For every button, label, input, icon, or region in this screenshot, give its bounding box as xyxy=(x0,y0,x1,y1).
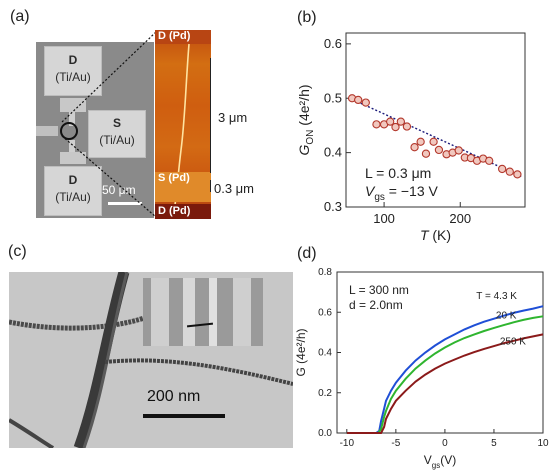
data-point-b xyxy=(454,146,463,155)
data-point-b xyxy=(354,95,363,105)
panel-d-label: (d) xyxy=(297,245,317,262)
sem-image: D (Ti/Au) S (Ti/Au) D (Ti/Au) 50 μm xyxy=(36,42,154,218)
data-point-b xyxy=(497,164,507,174)
y-axis-label-d: G (4e²/h) xyxy=(294,328,308,376)
pad-drain-top-name: D xyxy=(68,53,78,67)
series-label-d: T = 4.3 K xyxy=(476,291,517,302)
panel-c-label: (c) xyxy=(8,243,27,260)
x-tick-label-d: 5 xyxy=(491,438,497,449)
x-axis-label-b: T (K) xyxy=(420,227,451,243)
x-tick-label-d: 10 xyxy=(537,438,549,449)
data-point-b xyxy=(391,122,400,132)
y-tick-label-b: 0.5 xyxy=(324,90,342,105)
annotation-vgs-b: Vgs = −13 V xyxy=(365,183,438,203)
inset-electrode-2 xyxy=(183,278,195,346)
series-line-d xyxy=(346,333,544,434)
inset-electrode-3 xyxy=(209,278,217,346)
x-axis-label-d: Vgs(V) xyxy=(424,453,456,470)
plot-frame-b xyxy=(345,32,526,208)
data-point-b xyxy=(361,98,370,107)
data-point-b xyxy=(416,137,425,146)
pad-drain-bottom-name: D xyxy=(68,173,78,187)
afm-scale-03um-bar xyxy=(210,180,211,192)
pad-source: S (Ti/Au) xyxy=(88,110,146,158)
data-point-b xyxy=(402,122,412,131)
afm-contact-top xyxy=(155,30,211,44)
data-point-b xyxy=(434,145,444,155)
tem-inset xyxy=(143,278,263,346)
tem-image: 200 nm xyxy=(9,272,293,448)
sem-scale-bar xyxy=(108,202,142,205)
x-tick-label-d: 0 xyxy=(442,438,448,449)
pad-drain-bottom: D (Ti/Au) xyxy=(44,166,102,216)
lead-bottom-neck xyxy=(69,140,75,154)
lead-left xyxy=(36,126,58,136)
lead-bottom xyxy=(60,152,86,164)
afm-image: D (Pd) S (Pd) D (Pd) xyxy=(155,30,211,219)
inset-electrode-1 xyxy=(151,278,169,346)
series-label-d: 250 K xyxy=(500,336,526,347)
data-point-b xyxy=(429,137,438,146)
chart-b: (b) 100 200 0.3 0.4 0.5 0.6 T (K) GON (4e²/h) L =… xyxy=(296,9,526,243)
fit-line-b xyxy=(349,97,522,178)
data-point-b xyxy=(485,156,494,165)
pad-source-material: (Ti/Au) xyxy=(99,133,135,147)
afm-mid-label: S (Pd) xyxy=(158,172,190,184)
annotation-diameter-d: d = 2.0nm xyxy=(349,298,403,312)
data-point-b xyxy=(386,117,395,126)
data-point-b xyxy=(513,170,522,179)
afm-scale-3um-bar xyxy=(210,58,211,173)
x-tick-label-d: -10 xyxy=(340,438,355,449)
sem-scale-label: 50 μm xyxy=(102,183,136,197)
data-point-b xyxy=(396,117,405,126)
inset-electrode-4 xyxy=(233,278,251,346)
series-line-d xyxy=(346,315,544,434)
channel-circle xyxy=(60,122,78,140)
afm-bottom-label: D (Pd) xyxy=(158,205,191,217)
x-tick-label-d: -5 xyxy=(391,438,400,449)
x-tick-label-b: 100 xyxy=(373,211,395,226)
data-point-b xyxy=(421,149,431,158)
y-tick-label-d: 0.2 xyxy=(318,388,332,399)
afm-scale-3um-label: 3 μm xyxy=(218,110,248,125)
series-line-d xyxy=(346,305,544,434)
panel-a-label: (a) xyxy=(10,8,30,25)
y-tick-label-b: 0.6 xyxy=(324,36,342,51)
afm-top-label: D (Pd) xyxy=(158,30,191,42)
data-point-b xyxy=(410,143,419,152)
y-tick-label-d: 0.8 xyxy=(318,267,332,278)
y-tick-label-d: 0.4 xyxy=(318,348,332,359)
pad-source-name: S xyxy=(112,116,121,130)
data-point-b xyxy=(505,167,514,176)
chart-d: (d) -10 -5 0 5 10 0.0 0.2 0.4 0.6 0.8 Vgs(V) G (4e²/… xyxy=(294,245,549,470)
pad-drain-top-material: (Ti/Au) xyxy=(55,70,91,84)
lead-top xyxy=(60,98,86,112)
y-axis-label-b: GON (4e²/h) xyxy=(296,84,316,155)
y-tick-label-d: 0.6 xyxy=(318,307,332,318)
afm-contact-bottom xyxy=(155,204,211,219)
annotation-length-b: L = 0.3 μm xyxy=(365,165,431,181)
panel-b-label: (b) xyxy=(297,9,317,26)
y-tick-label-d: 0.0 xyxy=(318,428,332,439)
y-tick-label-b: 0.4 xyxy=(324,145,342,160)
pad-drain-top: D (Ti/Au) xyxy=(44,46,102,96)
data-point-b xyxy=(372,120,381,129)
afm-contact-mid xyxy=(155,172,211,202)
y-tick-label-b: 0.3 xyxy=(324,199,342,214)
x-tick-label-b: 200 xyxy=(449,211,471,226)
afm-scale-03um-label: 0.3 μm xyxy=(214,181,255,196)
annotation-length-d: L = 300 nm xyxy=(349,283,409,297)
pad-drain-bottom-material: (Ti/Au) xyxy=(55,190,91,204)
lead-top-neck xyxy=(69,112,75,126)
tem-scale-label: 200 nm xyxy=(147,388,201,405)
series-label-d: 20 K xyxy=(496,310,517,321)
tem-scale-bar xyxy=(143,414,225,418)
zoom-lines xyxy=(61,31,157,218)
